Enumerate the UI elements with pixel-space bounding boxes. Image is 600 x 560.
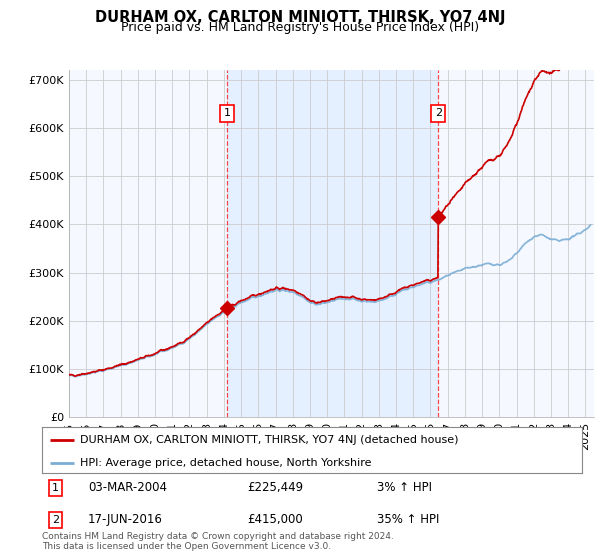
Text: DURHAM OX, CARLTON MINIOTT, THIRSK, YO7 4NJ: DURHAM OX, CARLTON MINIOTT, THIRSK, YO7 … [95, 10, 505, 25]
Text: 1: 1 [52, 483, 59, 493]
Text: Contains HM Land Registry data © Crown copyright and database right 2024.
This d: Contains HM Land Registry data © Crown c… [42, 532, 394, 552]
Text: 35% ↑ HPI: 35% ↑ HPI [377, 513, 439, 526]
Text: 1: 1 [223, 109, 230, 118]
Text: £415,000: £415,000 [247, 513, 303, 526]
Text: HPI: Average price, detached house, North Yorkshire: HPI: Average price, detached house, Nort… [80, 458, 371, 468]
Text: 17-JUN-2016: 17-JUN-2016 [88, 513, 163, 526]
Text: DURHAM OX, CARLTON MINIOTT, THIRSK, YO7 4NJ (detached house): DURHAM OX, CARLTON MINIOTT, THIRSK, YO7 … [80, 435, 458, 445]
Bar [227, 70, 439, 417]
Text: Price paid vs. HM Land Registry's House Price Index (HPI): Price paid vs. HM Land Registry's House … [121, 21, 479, 34]
Text: 2: 2 [435, 109, 442, 118]
Text: 03-MAR-2004: 03-MAR-2004 [88, 481, 167, 494]
Text: 2: 2 [52, 515, 59, 525]
Text: 3% ↑ HPI: 3% ↑ HPI [377, 481, 432, 494]
Text: £225,449: £225,449 [247, 481, 304, 494]
